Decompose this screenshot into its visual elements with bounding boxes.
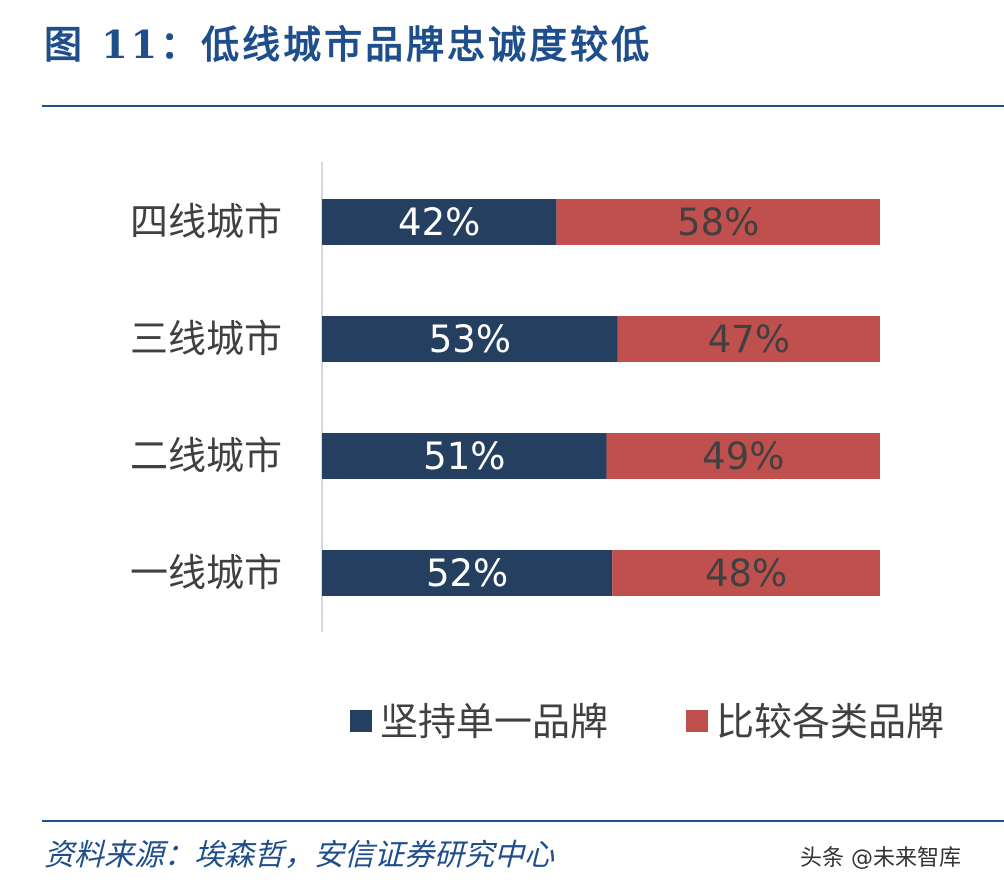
legend-label: 坚持单一品牌 [380, 700, 608, 744]
data-label: 58% [677, 201, 759, 244]
bar-segment [322, 550, 613, 596]
data-label: 48% [705, 552, 787, 595]
category-label: 一线城市 [130, 551, 282, 595]
legend-swatch [686, 710, 708, 732]
data-label: 49% [702, 435, 784, 478]
data-label: 42% [398, 201, 480, 244]
category-label: 三线城市 [130, 317, 282, 361]
bar-segment [617, 316, 880, 362]
bar-segment [606, 433, 880, 479]
bar-segment [322, 199, 557, 245]
stacked-bar-chart: 四线城市 42% 58% 三线城市 53% 47% 二线城市 51% 49% 一线城市 52% 48%… [130, 162, 944, 744]
category-label: 二线城市 [130, 434, 282, 478]
watermark: 头条 @未来智库 [800, 846, 961, 871]
bar-segment [556, 199, 880, 245]
title-rule [42, 105, 1004, 107]
data-label: 51% [423, 435, 505, 478]
data-label: 47% [708, 318, 790, 361]
category-label: 四线城市 [130, 200, 282, 244]
legend-swatch [350, 710, 372, 732]
bar-segment [612, 550, 880, 596]
bar-segment [322, 316, 618, 362]
source-note: 资料来源：埃森哲，安信证券研究中心 [44, 838, 554, 873]
figure-title: 图 11：低线城市品牌忠诚度较低 [44, 22, 653, 67]
footer-rule [42, 820, 1004, 822]
data-label: 52% [426, 552, 508, 595]
legend-label: 比较各类品牌 [716, 700, 944, 744]
bar-segment [322, 433, 607, 479]
data-label: 53% [429, 318, 511, 361]
